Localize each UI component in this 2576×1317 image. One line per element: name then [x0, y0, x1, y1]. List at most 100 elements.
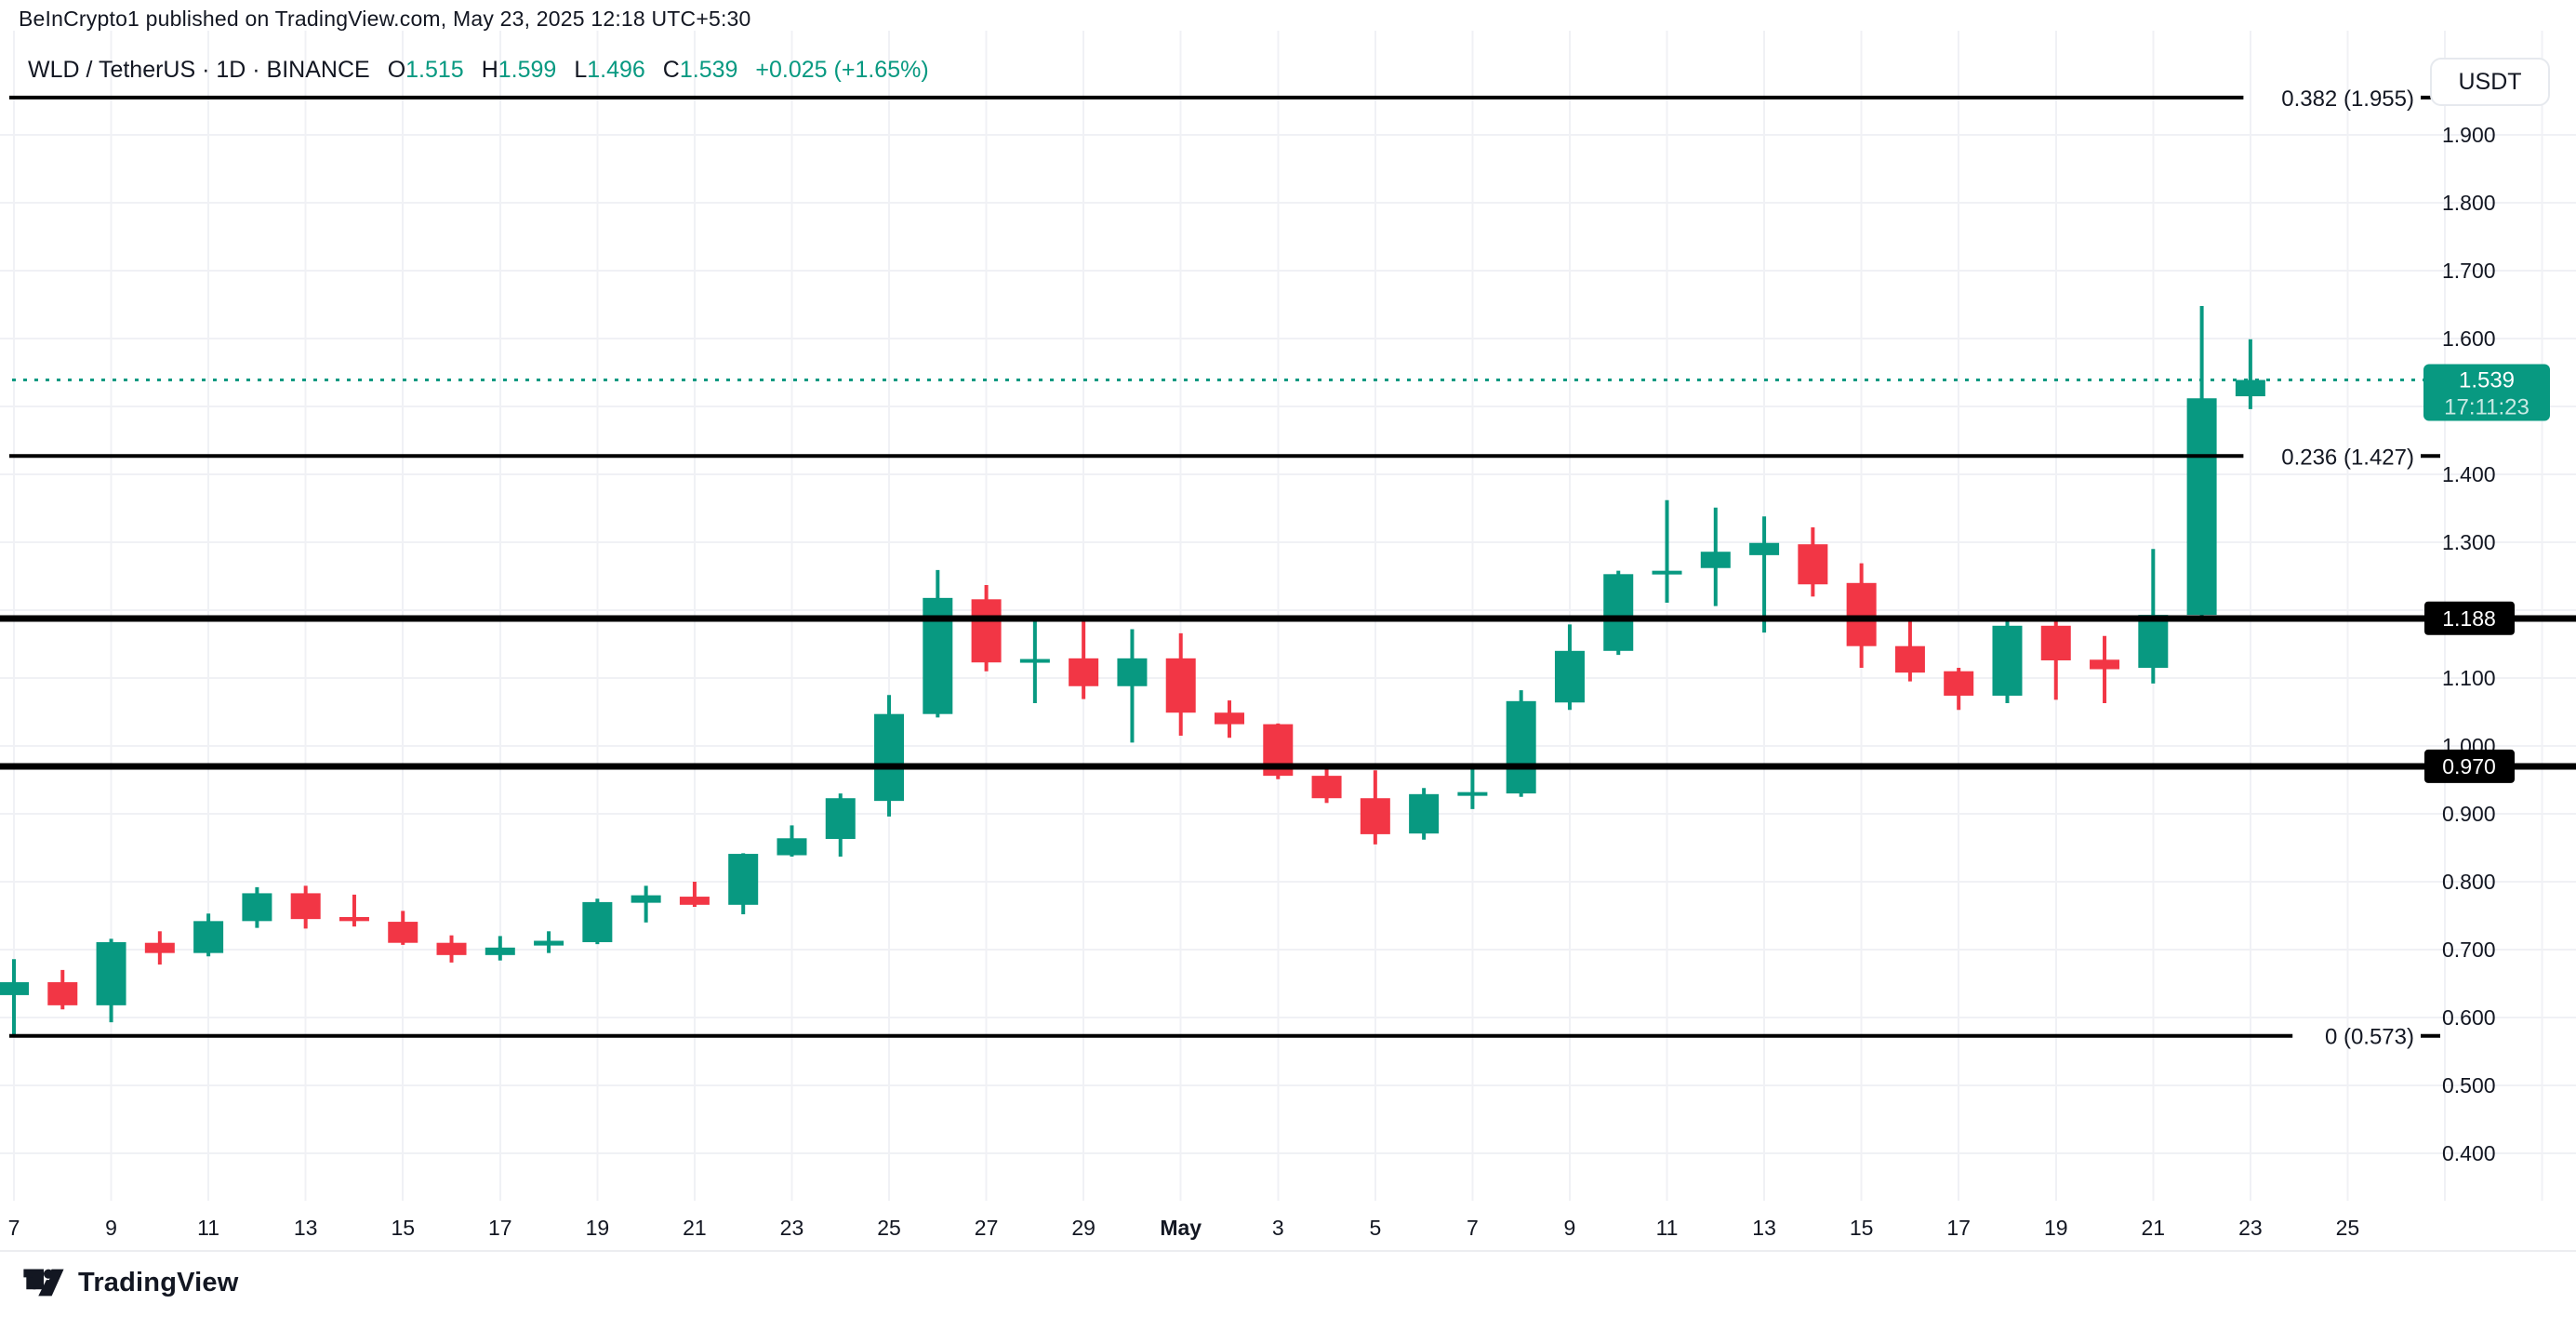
last-price-badge-bg: [2423, 364, 2550, 421]
price-tick-label: 0.700: [2442, 938, 2496, 962]
time-tick-label: 15: [1850, 1216, 1874, 1240]
fib-levels: 0.382 (1.955) 0.236 (1.427) 0 (0.573): [9, 86, 2440, 1050]
currency-usdt-button[interactable]: USDT: [2430, 58, 2550, 106]
last-price-badge: 1.53917:11:23: [2423, 364, 2550, 421]
time-tick-label: 13: [1752, 1216, 1776, 1240]
ohlc-open-readout: O1.515: [388, 57, 464, 84]
horizontal-rays: [0, 615, 2576, 770]
candle-body: [582, 901, 613, 942]
price-axis[interactable]: [2418, 31, 2576, 1201]
time-tick-label: 3: [1272, 1216, 1284, 1240]
candle-body: [679, 897, 710, 905]
candle-body: [2090, 659, 2120, 670]
candle-body: [1457, 792, 1488, 796]
candle-body: [1506, 700, 1536, 794]
price-tick-label: 1.300: [2442, 530, 2496, 554]
candle-body: [193, 921, 224, 953]
footer-bar: TradingView: [22, 1263, 239, 1302]
candle-body: [631, 895, 661, 903]
candle-body: [1311, 776, 1342, 799]
price-tick-label: 0.500: [2442, 1073, 2496, 1098]
candles: [0, 305, 2265, 1035]
price-axis-labels[interactable]: 1.9001.8001.7001.6001.4001.3001.1001.000…: [2442, 123, 2496, 1165]
time-tick-label: 13: [294, 1216, 318, 1240]
candle-body: [728, 854, 759, 905]
price-tick-label: 0.900: [2442, 802, 2496, 826]
price-line-badge-text: 1.188: [2442, 606, 2496, 631]
candle-body: [1603, 574, 1634, 651]
tradingview-brand-text[interactable]: TradingView: [78, 1267, 239, 1297]
candle-body: [485, 947, 515, 955]
time-tick-label: 23: [780, 1216, 804, 1240]
symbol-title[interactable]: WLD / TetherUS · 1D · BINANCE: [28, 57, 370, 83]
high-value: 1.599: [498, 57, 557, 83]
time-tick-label: 17: [1946, 1216, 1971, 1240]
candle-body: [242, 893, 272, 922]
candle-body: [1992, 625, 2023, 696]
tradingview-logo-icon[interactable]: [22, 1263, 65, 1302]
symbol-legend: WLD / TetherUS · 1D · BINANCE O1.515 H1.…: [28, 57, 929, 84]
candle-body: [1409, 793, 1440, 834]
price-tick-label: 1.800: [2442, 191, 2496, 215]
fib-level-label: 0 (0.573): [2325, 1025, 2414, 1050]
ohlc-low-readout: L1.496: [574, 57, 644, 84]
price-line-badge: 0.970: [2424, 749, 2515, 783]
candle-body: [825, 798, 856, 840]
candle-body: [1944, 671, 1974, 696]
time-tick-label: 17: [488, 1216, 512, 1240]
open-value: 1.515: [405, 57, 464, 83]
time-tick-label: 9: [105, 1216, 117, 1240]
price-line-badge: 1.188: [2424, 601, 2515, 635]
candle-body: [1846, 582, 1877, 646]
candle-body: [2040, 625, 2071, 661]
low-label: L: [574, 57, 588, 83]
price-tick-label: 1.900: [2442, 123, 2496, 147]
time-tick-label: 27: [975, 1216, 999, 1240]
candle-body: [971, 599, 1002, 663]
candle-body: [144, 942, 175, 953]
ohlc-high-readout: H1.599: [482, 57, 557, 84]
time-axis-labels[interactable]: 7 9 11 13 15 17 19 21 23 25 27 29 May 3 5 7 9 11 13 15 17 19 2…: [8, 1216, 2360, 1240]
time-tick-label: 5: [1369, 1216, 1381, 1240]
candle-body: [1798, 544, 1828, 585]
time-tick-label: 19: [586, 1216, 610, 1240]
time-tick-label: 25: [877, 1216, 901, 1240]
candle-body: [1019, 658, 1050, 663]
low-value: 1.496: [587, 57, 645, 83]
candle-body: [874, 713, 905, 802]
change-readout: +0.025 (+1.65%): [755, 57, 929, 83]
price-gridlines: [0, 134, 2576, 1154]
time-tick-label: 15: [391, 1216, 415, 1240]
candle-body: [436, 942, 467, 955]
time-tick-label: 23: [2238, 1216, 2263, 1240]
price-line-badge-text: 0.970: [2442, 754, 2496, 778]
candle-body: [1165, 658, 1196, 713]
close-label: C: [662, 57, 680, 83]
candle-body: [2138, 615, 2169, 669]
time-tick-label: May: [1160, 1216, 1202, 1240]
close-value: 1.539: [679, 57, 738, 83]
candle-body: [47, 982, 78, 1005]
candle-body: [1360, 798, 1390, 834]
candle-body: [388, 922, 418, 943]
time-axis[interactable]: [0, 1202, 2576, 1250]
price-line-badge-bg: [2424, 601, 2515, 635]
time-tick-label: 9: [1564, 1216, 1576, 1240]
candle-body: [777, 838, 807, 856]
candle-body: [339, 916, 369, 922]
candle-body: [2186, 398, 2217, 616]
last-price-value: 1.539: [2459, 368, 2515, 393]
time-tick-label: 11: [197, 1216, 219, 1240]
candle-body: [1554, 650, 1585, 703]
price-tick-label: 1.600: [2442, 326, 2496, 351]
candle-body: [1894, 645, 1925, 673]
time-tick-label: 11: [1656, 1216, 1679, 1240]
price-tick-label: 0.800: [2442, 870, 2496, 894]
time-tick-label: 21: [2142, 1216, 2166, 1240]
time-tick-label: 19: [2044, 1216, 2068, 1240]
time-tick-label: 7: [1467, 1216, 1479, 1240]
last-price-countdown: 17:11:23: [2444, 395, 2530, 420]
candle-body: [1652, 570, 1682, 575]
